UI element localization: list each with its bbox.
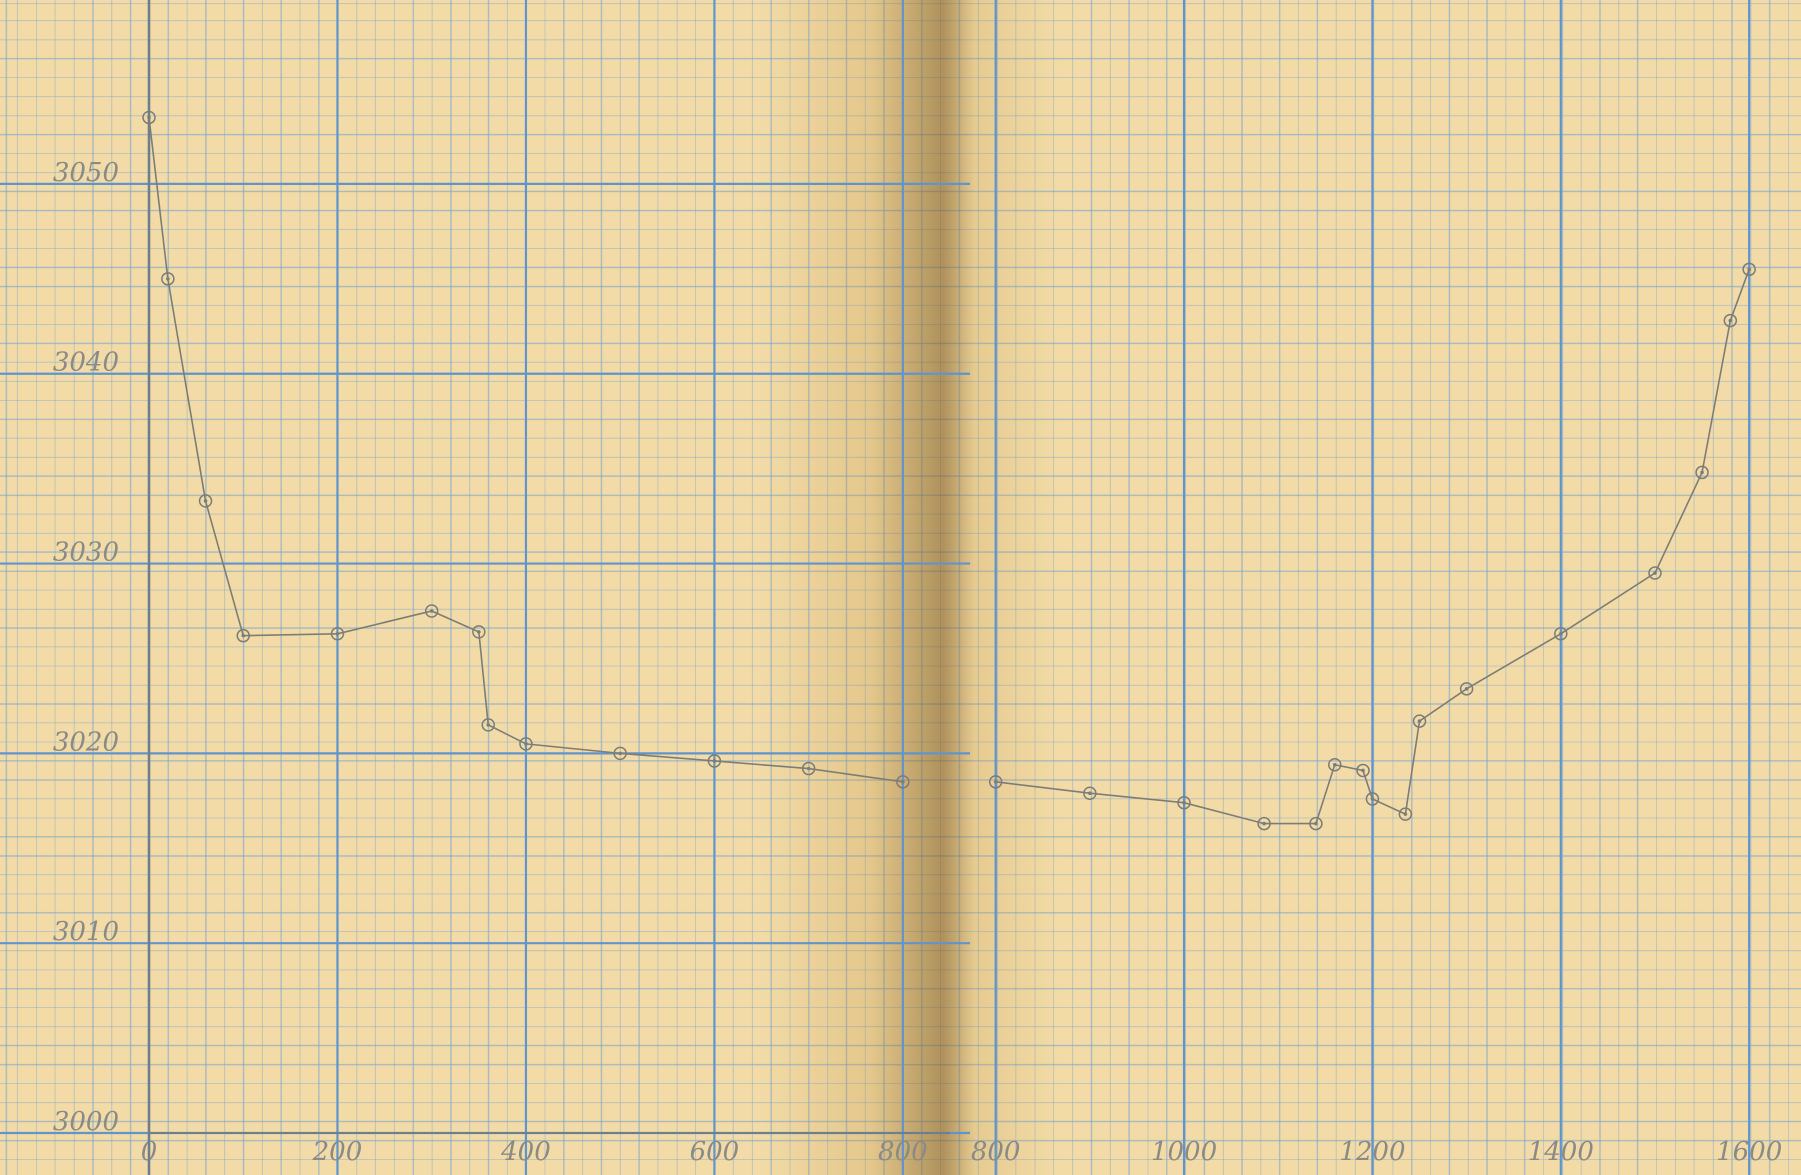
data-point-dot xyxy=(429,609,434,613)
data-point-dot xyxy=(1653,571,1657,575)
y-tick-label: 3040 xyxy=(53,348,119,378)
x-tick-label: 1000 xyxy=(1151,1137,1217,1167)
data-point-dot xyxy=(1088,791,1092,796)
y-tick-label: 3030 xyxy=(53,538,119,568)
data-point-dot xyxy=(1361,768,1365,773)
data-point xyxy=(330,627,345,641)
data-point-dot xyxy=(241,633,246,638)
y-tick-label: 3010 xyxy=(53,917,119,947)
data-point-dot xyxy=(1464,687,1469,691)
data-point xyxy=(1309,816,1323,831)
data-point-dot xyxy=(1370,797,1375,801)
y-tick-label: 3020 xyxy=(53,727,119,757)
x-tick-label: 1600 xyxy=(1716,1137,1782,1167)
y-tick-label: 3000 xyxy=(53,1107,119,1137)
data-point xyxy=(424,604,439,618)
x-tick-label: 800 xyxy=(878,1137,928,1167)
x-tick-label: 400 xyxy=(500,1137,551,1167)
data-point xyxy=(198,494,213,508)
data-point xyxy=(896,775,910,789)
data-point xyxy=(1356,763,1370,778)
data-point-dot xyxy=(477,630,481,634)
data-point-dot xyxy=(166,277,170,281)
data-point xyxy=(1412,714,1427,728)
data-point xyxy=(1257,816,1271,831)
data-point xyxy=(1695,465,1709,480)
data-point xyxy=(988,775,1003,789)
data-point-dot xyxy=(806,766,811,771)
x-tick-label: 800 xyxy=(971,1137,1021,1167)
data-point xyxy=(1398,807,1413,821)
data-line xyxy=(995,269,1750,825)
x-tick-label: 600 xyxy=(690,1137,740,1167)
x-tick-label: 1400 xyxy=(1528,1137,1594,1167)
x-tick-label: 200 xyxy=(312,1137,363,1167)
data-point xyxy=(236,628,250,643)
data-point xyxy=(472,625,486,639)
data-point xyxy=(481,718,495,732)
data-point xyxy=(1742,262,1756,277)
data-point-dot xyxy=(1332,762,1337,767)
data-point-dot xyxy=(1182,800,1186,805)
data-point-dot xyxy=(1262,821,1266,826)
data-point xyxy=(613,746,627,761)
data-point-dot xyxy=(335,631,340,636)
data-point-dot xyxy=(618,751,622,756)
data-point-dot xyxy=(1558,631,1563,636)
y-tick-label: 3050 xyxy=(53,158,119,188)
data-point-dot xyxy=(1417,719,1422,723)
data-point xyxy=(1365,792,1380,806)
data-point xyxy=(142,110,156,125)
data-point-dot xyxy=(712,759,717,763)
data-point-dot xyxy=(993,780,998,784)
data-point xyxy=(1723,313,1738,328)
data-point-dot xyxy=(1700,470,1704,475)
data-point-dot xyxy=(1747,267,1751,272)
data-point xyxy=(161,272,175,286)
data-point-dot xyxy=(1728,318,1733,323)
x-tick-label: 1200 xyxy=(1339,1137,1405,1167)
data-point xyxy=(1554,627,1568,641)
data-point-dot xyxy=(203,499,208,503)
data-point xyxy=(707,754,722,768)
data-point xyxy=(801,761,816,776)
data-point-dot xyxy=(147,115,151,120)
data-point xyxy=(1459,682,1474,696)
data-point xyxy=(1083,786,1097,800)
data-point-dot xyxy=(524,742,528,746)
data-point-dot xyxy=(486,723,491,727)
data-point xyxy=(519,737,533,751)
data-point xyxy=(1327,758,1342,772)
data-point-dot xyxy=(901,780,905,784)
data-point xyxy=(1648,566,1662,580)
data-point-dot xyxy=(1403,812,1408,816)
data-point-dot xyxy=(1314,821,1318,826)
data-point xyxy=(1177,795,1191,810)
